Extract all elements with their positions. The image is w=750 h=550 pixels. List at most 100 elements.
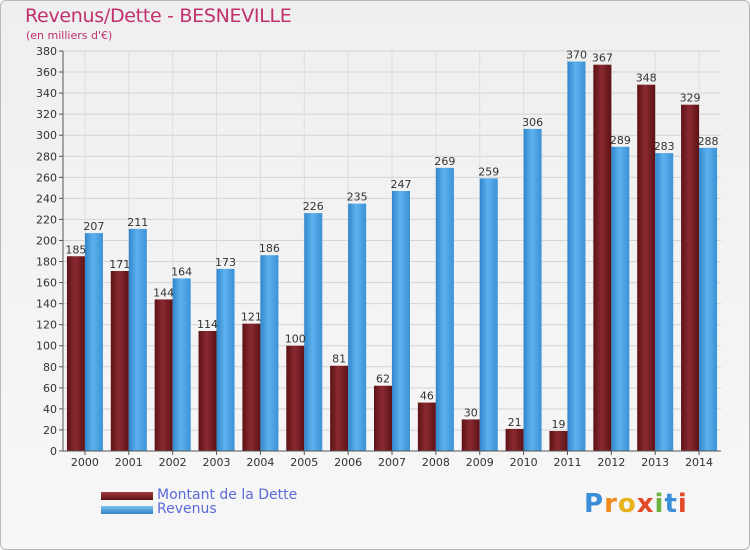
logo-letter: x (636, 489, 655, 519)
logo-letter: r (604, 489, 618, 519)
axes: 0 20 40 60 80 100 120 140 160 180 200 220 240 260 280 3… (36, 45, 721, 469)
data-label-revenus: 283 (654, 140, 675, 153)
bar-dette (593, 64, 612, 452)
data-label-revenus: 226 (303, 200, 324, 213)
bar-dette (505, 428, 524, 451)
bar-revenus (479, 178, 498, 452)
data-label-revenus: 211 (127, 216, 148, 229)
bar-revenus (611, 146, 630, 451)
data-label-revenus: 173 (215, 256, 236, 269)
bar-revenus (567, 61, 586, 452)
y-tick-label: 180 (36, 256, 57, 269)
y-tick-label: 60 (43, 382, 57, 395)
data-label-dette: 121 (241, 311, 262, 324)
x-tick-label: 2006 (334, 456, 362, 469)
logo-letter: i (677, 489, 688, 519)
bar-revenus (435, 167, 454, 451)
bar-revenus (128, 228, 147, 451)
y-tick-label: 40 (43, 403, 57, 416)
data-label-dette: 114 (197, 318, 218, 331)
bar-revenus (348, 203, 367, 451)
x-tick-label: 2001 (115, 456, 143, 469)
proxiti-logo: Proxiti (584, 489, 688, 519)
data-label-dette: 81 (332, 353, 346, 366)
data-label-dette: 30 (464, 406, 478, 419)
data-label-dette: 100 (285, 333, 306, 346)
data-label-revenus: 207 (83, 220, 104, 233)
data-label-revenus: 289 (610, 134, 631, 147)
x-tick-label: 2009 (466, 456, 494, 469)
y-tick-label: 320 (36, 108, 57, 121)
y-tick-label: 240 (36, 192, 57, 205)
data-label-revenus: 247 (391, 178, 412, 191)
bar-revenus (655, 153, 674, 451)
x-tick-label: 2002 (159, 456, 187, 469)
y-tick-label: 20 (43, 424, 57, 437)
bar-dette (374, 385, 392, 451)
data-label-revenus: 269 (434, 155, 455, 168)
data-label-dette: 367 (592, 52, 613, 65)
x-tick-label: 2004 (246, 456, 274, 469)
logo-letter: t (664, 489, 678, 519)
logo-letter: o (617, 489, 637, 519)
legend-swatch-dette (101, 492, 153, 500)
data-label-revenus: 288 (698, 135, 719, 148)
y-tick-label: 120 (36, 319, 57, 332)
data-labels: 185 207 171 211 144 164 114 173 121 186 100 226 81 23… (65, 49, 718, 431)
bar-dette (286, 345, 305, 451)
bar-revenus (84, 233, 103, 451)
data-label-dette: 329 (680, 92, 701, 105)
data-label-dette: 19 (551, 418, 565, 431)
bar-revenus (172, 278, 191, 451)
bar-revenus (523, 128, 542, 451)
data-label-revenus: 306 (522, 116, 543, 129)
data-label-revenus: 164 (171, 265, 192, 278)
x-tick-label: 2007 (378, 456, 406, 469)
bar-revenus (216, 268, 235, 451)
bar-dette (66, 256, 85, 451)
bar-revenus (392, 191, 410, 451)
y-tick-label: 220 (36, 213, 57, 226)
x-tick-label: 2010 (510, 456, 538, 469)
bar-dette (110, 271, 129, 451)
bar-dette (242, 323, 261, 451)
x-tick-label: 2011 (553, 456, 581, 469)
y-tick-label: 140 (36, 298, 57, 311)
x-tick-label: 2003 (203, 456, 231, 469)
bar-dette (681, 104, 700, 452)
x-tick-label: 2008 (422, 456, 450, 469)
bar-dette (461, 419, 480, 451)
bar-revenus (260, 255, 279, 451)
logo-letter: i (654, 489, 665, 519)
chart-subtitle: (en milliers d'€) (26, 29, 113, 42)
data-label-dette: 21 (508, 416, 522, 429)
data-label-revenus: 186 (259, 242, 280, 255)
y-tick-label: 80 (43, 361, 57, 374)
bar-revenus (304, 213, 323, 451)
data-label-dette: 62 (376, 373, 390, 386)
y-tick-label: 340 (36, 87, 57, 100)
bar-dette (154, 299, 173, 451)
x-tick-label: 2013 (641, 456, 669, 469)
y-tick-label: 0 (50, 445, 57, 458)
logo-letter: P (584, 489, 605, 519)
bar-dette (198, 331, 217, 451)
x-tick-label: 2005 (290, 456, 318, 469)
bar-revenus (699, 147, 718, 451)
legend-label-dette: Montant de la Dette (157, 487, 298, 503)
x-tick-label: 2000 (71, 456, 99, 469)
data-label-dette: 171 (109, 258, 130, 271)
data-label-revenus: 235 (347, 191, 368, 204)
legend-swatch-revenus (101, 506, 153, 514)
y-tick-label: 380 (36, 45, 57, 58)
data-label-revenus: 259 (478, 165, 499, 178)
y-tick-label: 160 (36, 277, 57, 290)
data-label-dette: 144 (153, 286, 174, 299)
bar-dette (330, 365, 349, 451)
bar-dette (549, 431, 568, 451)
bar-dette (417, 402, 436, 451)
x-tick-label: 2012 (597, 456, 625, 469)
bar-dette (637, 84, 656, 452)
